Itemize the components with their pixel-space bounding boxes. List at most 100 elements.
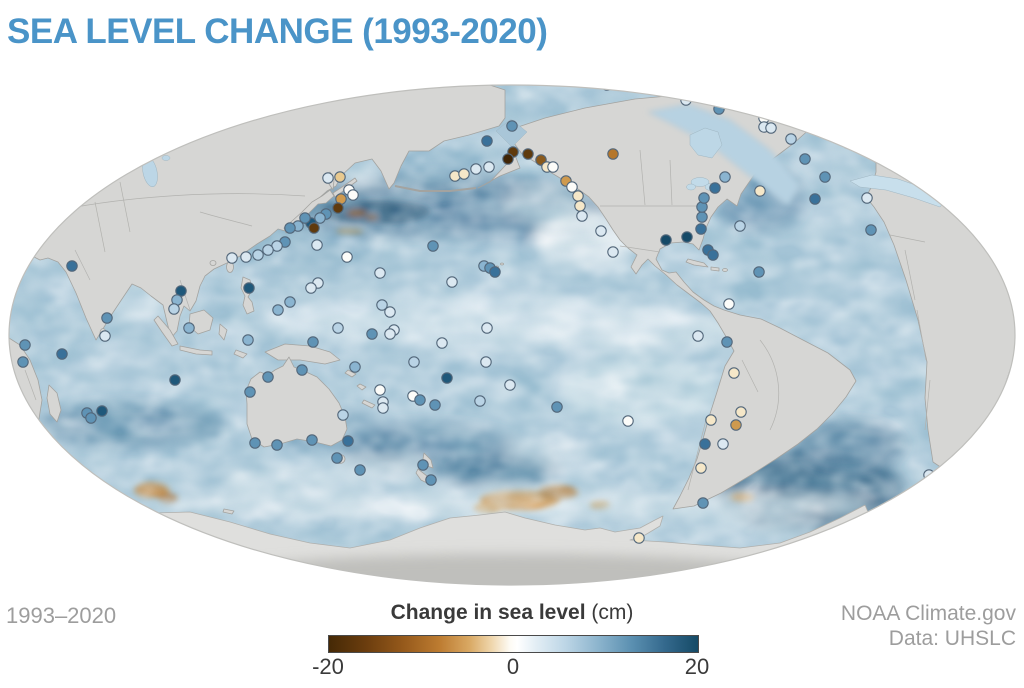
station-dot — [332, 322, 344, 334]
station-dot — [660, 234, 672, 246]
station-dot — [695, 223, 707, 235]
colorbar-tick-min: -20 — [312, 654, 344, 679]
station-dot — [481, 322, 493, 334]
station-dot — [311, 239, 323, 251]
station-dot — [240, 251, 252, 263]
station-dot — [243, 282, 255, 294]
station-dot — [441, 372, 453, 384]
station-dot — [576, 210, 588, 222]
station-dot — [354, 464, 366, 476]
station-dot — [427, 240, 439, 252]
inland-seas — [142, 103, 947, 208]
station-dot — [717, 438, 729, 450]
station-dot — [696, 211, 708, 223]
station-dot — [408, 356, 420, 368]
station-dot — [19, 339, 31, 351]
station-dot — [483, 161, 495, 173]
station-dot — [296, 364, 308, 376]
colorbar-tick-mid: 0 — [506, 654, 520, 679]
station-dot — [307, 336, 319, 348]
station-dot — [734, 220, 746, 232]
station-dot — [697, 497, 709, 509]
station-dot — [502, 153, 514, 165]
station-dot — [333, 88, 345, 100]
station-dot — [425, 474, 437, 486]
station-dot — [719, 171, 731, 183]
station-dot — [754, 185, 766, 197]
legend-title: Change in sea level (cm) — [0, 601, 1024, 625]
legend-title-text: Change in sea level — [390, 601, 586, 624]
station-dot — [101, 312, 113, 324]
country-borders — [24, 149, 931, 491]
station-dot — [547, 161, 559, 173]
station-dot — [341, 251, 353, 263]
station-dot — [470, 163, 482, 175]
antarctica-shadow — [182, 554, 842, 585]
station-dot — [284, 296, 296, 308]
stations-layer — [17, 85, 935, 544]
station-dot — [99, 330, 111, 342]
station-dot — [331, 452, 343, 464]
station-dot — [784, 94, 796, 106]
station-dot — [332, 202, 344, 214]
station-dot — [522, 148, 534, 160]
station-dot — [705, 414, 717, 426]
station-dot — [366, 328, 378, 340]
station-dot — [377, 402, 389, 414]
station-dot — [376, 299, 388, 311]
station-dot — [707, 249, 719, 261]
station-dot — [551, 401, 563, 413]
station-dot — [384, 306, 396, 318]
station-dot — [595, 225, 607, 237]
station-dot — [17, 356, 29, 368]
station-dot — [429, 399, 441, 411]
station-dot — [633, 532, 645, 544]
station-dot — [765, 122, 777, 134]
station-dot — [861, 192, 873, 204]
station-dot — [183, 322, 195, 334]
colorbar — [328, 635, 699, 653]
station-dot — [337, 409, 349, 421]
station-dot — [489, 266, 501, 278]
station-dot — [671, 87, 683, 99]
station-dot — [347, 189, 359, 201]
station-dot — [566, 181, 578, 193]
station-dot — [374, 267, 386, 279]
station-dot — [322, 172, 334, 184]
station-dot — [262, 244, 274, 256]
station-dot — [681, 231, 693, 243]
station-dot — [334, 171, 346, 183]
station-dot — [730, 419, 742, 431]
station-dot — [692, 330, 704, 342]
station-dot — [252, 249, 264, 261]
station-dot — [819, 171, 831, 183]
station-dot — [384, 328, 396, 340]
station-dot — [305, 282, 317, 294]
station-dot — [698, 192, 710, 204]
station-dot — [785, 133, 797, 145]
credit-data: Data: UHSLC — [888, 627, 1016, 650]
station-dot — [699, 438, 711, 450]
station-dot — [85, 412, 97, 424]
station-dot — [723, 298, 735, 310]
station-dot — [574, 200, 586, 212]
station-dot — [809, 193, 821, 205]
station-dot — [262, 371, 274, 383]
aleutian-chain — [394, 185, 477, 192]
station-dot — [721, 336, 733, 348]
station-dot — [272, 304, 284, 316]
station-dot — [506, 120, 518, 132]
station-dot — [436, 337, 448, 349]
station-dot — [446, 276, 458, 288]
station-dot — [504, 379, 516, 391]
station-dot — [168, 303, 180, 315]
station-dot — [799, 153, 811, 165]
station-dot — [695, 462, 707, 474]
station-dot — [299, 212, 311, 224]
station-dot — [622, 415, 634, 427]
colorbar-tick-max: 20 — [684, 654, 710, 679]
station-dot — [480, 356, 492, 368]
period-label: 1993–2020 — [6, 603, 117, 628]
